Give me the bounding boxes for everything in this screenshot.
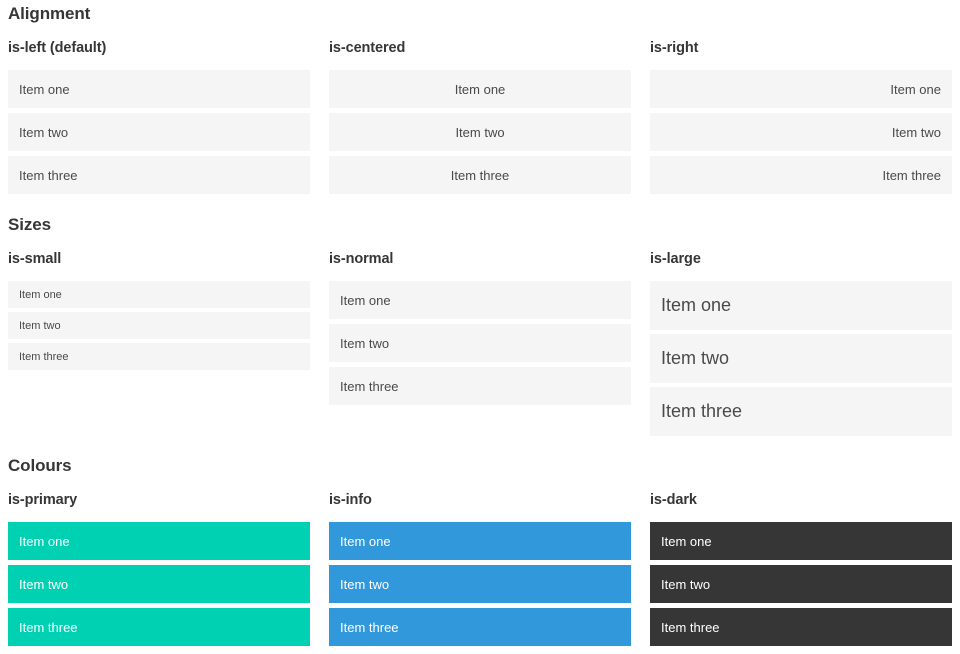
column-is-dark: is-dark Item one Item two Item three: [650, 476, 952, 651]
section-title-alignment: Alignment: [8, 4, 91, 23]
section-sizes: Sizes is-small Item one Item two Item three i…: [8, 215, 952, 440]
item-list: Item one Item two Item three: [8, 281, 310, 370]
section-row: is-small Item one Item two Item three is-nor…: [8, 235, 952, 440]
section-row: is-primary Item one Item two Item three is-i…: [8, 476, 952, 651]
list-item: Item two: [8, 565, 310, 603]
column-heading-is-left-default: is-left (default): [8, 40, 107, 56]
list-item: Item two: [329, 324, 631, 362]
column-heading-is-large: is-large: [650, 251, 701, 267]
column-heading-is-centered: is-centered: [329, 40, 406, 56]
item-list: Item one Item two Item three: [329, 281, 631, 405]
column-is-right: is-right Item one Item two Item three: [650, 24, 952, 199]
list-item: Item three: [329, 608, 631, 646]
list-item: Item two: [8, 312, 310, 339]
section-alignment: Alignment is-left (default) Item one Item t…: [8, 4, 952, 199]
column-heading-is-dark: is-dark: [650, 492, 697, 508]
column-heading-is-normal: is-normal: [329, 251, 394, 267]
list-item: Item one: [8, 522, 310, 560]
item-list: Item one Item two Item three: [650, 70, 952, 194]
list-item: Item one: [650, 522, 952, 560]
list-item: Item one: [329, 70, 631, 108]
list-item: Item one: [650, 70, 952, 108]
item-list: Item one Item two Item three: [8, 522, 310, 646]
list-item: Item one: [8, 70, 310, 108]
list-item: Item two: [650, 334, 952, 383]
list-item: Item three: [8, 156, 310, 194]
section-colours: Colours is-primary Item one Item two Item th…: [8, 456, 952, 651]
column-is-info: is-info Item one Item two Item three: [329, 476, 631, 651]
item-list: Item one Item two Item three: [329, 522, 631, 646]
list-item: Item two: [329, 565, 631, 603]
column-heading-is-primary: is-primary: [8, 492, 78, 508]
list-item: Item one: [650, 281, 952, 330]
list-item: Item two: [329, 113, 631, 151]
column-heading-is-right: is-right: [650, 40, 699, 56]
column-is-left-default: is-left (default) Item one Item two Item th…: [8, 24, 310, 199]
list-item: Item three: [650, 156, 952, 194]
list-item: Item three: [329, 367, 631, 405]
list-item: Item two: [650, 113, 952, 151]
item-list: Item one Item two Item three: [650, 522, 952, 646]
column-is-large: is-large Item one Item two Item three: [650, 235, 952, 440]
item-list: Item one Item two Item three: [329, 70, 631, 194]
list-item: Item three: [650, 608, 952, 646]
list-item: Item two: [650, 565, 952, 603]
item-list: Item one Item two Item three: [650, 281, 952, 436]
list-item: Item three: [650, 387, 952, 436]
column-heading-is-info: is-info: [329, 492, 372, 508]
column-is-primary: is-primary Item one Item two Item three: [8, 476, 310, 651]
component-demo-page: Alignment is-left (default) Item one Item t…: [8, 4, 952, 651]
section-title-sizes: Sizes: [8, 215, 51, 234]
list-item: Item one: [329, 522, 631, 560]
list-item: Item two: [8, 113, 310, 151]
column-is-normal: is-normal Item one Item two Item three: [329, 235, 631, 440]
column-is-centered: is-centered Item one Item two Item three: [329, 24, 631, 199]
list-item: Item three: [8, 608, 310, 646]
section-row: is-left (default) Item one Item two Item th…: [8, 24, 952, 199]
list-item: Item one: [329, 281, 631, 319]
item-list: Item one Item two Item three: [8, 70, 310, 194]
column-heading-is-small: is-small: [8, 251, 62, 267]
list-item: Item three: [329, 156, 631, 194]
section-title-colours: Colours: [8, 456, 72, 475]
column-is-small: is-small Item one Item two Item three: [8, 235, 310, 440]
list-item: Item three: [8, 343, 310, 370]
list-item: Item one: [8, 281, 310, 308]
